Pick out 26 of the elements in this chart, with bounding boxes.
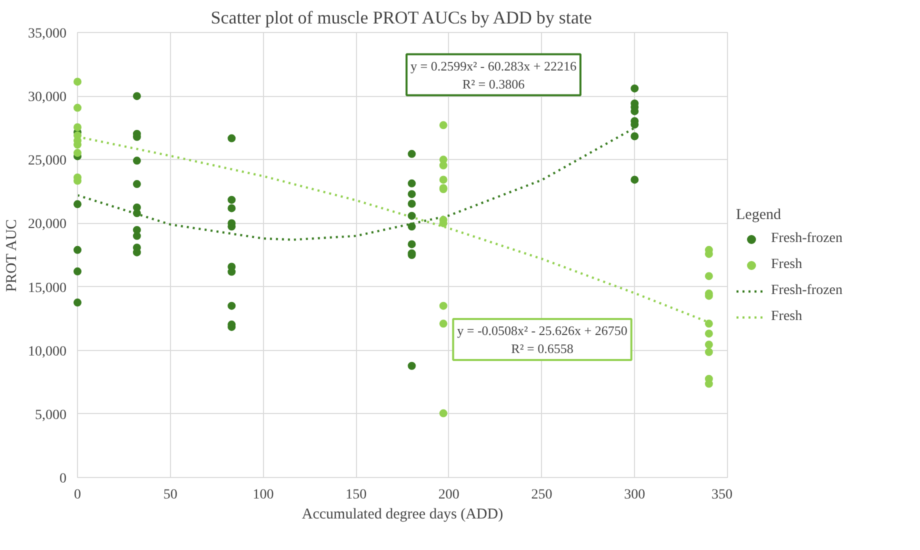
x-tick-label: 100 — [252, 488, 274, 502]
y-tick-label: 30,000 — [28, 90, 66, 106]
chart-title: Scatter plot of muscle PROT AUCs by ADD by state — [210, 8, 592, 28]
legend-label: Fresh — [771, 309, 802, 325]
x-tick-label: 0 — [74, 488, 81, 502]
annotation: y = -0.0508x² - 25.626x + 26750 R² = 0.6558 — [457, 323, 628, 356]
x-axis-title: Accumulated degree days (ADD) — [302, 506, 504, 522]
x-tick-label: 350 — [712, 488, 732, 502]
x-tick-label: 300 — [624, 488, 646, 502]
y-tick-label: 15,000 — [28, 280, 66, 296]
y-tick-label: 0 — [60, 472, 66, 486]
legend-label: Fresh-frozen — [771, 283, 843, 299]
y-tick-label: 25,000 — [28, 154, 66, 169]
legend-title: Legend — [736, 207, 782, 224]
y-axis-title: PROT AUC — [4, 219, 20, 292]
legend-label: Fresh-frozen — [771, 231, 843, 247]
y-tick-label: 35,000 — [28, 26, 66, 42]
annotation: y = 0.2599x² - 60.283x + 22216 R² = 0.3806 — [410, 58, 577, 92]
x-tick-label: 250 — [531, 488, 552, 502]
y-tick-label: 5,000 — [35, 408, 66, 423]
y-tick-label: 10,000 — [28, 344, 66, 360]
legend-label: Fresh — [771, 257, 802, 273]
x-tick-label: 50 — [163, 488, 178, 502]
x-tick-label: 150 — [346, 488, 367, 502]
x-tick-label: 200 — [438, 488, 460, 502]
y-tick-label: 20,000 — [28, 217, 66, 232]
